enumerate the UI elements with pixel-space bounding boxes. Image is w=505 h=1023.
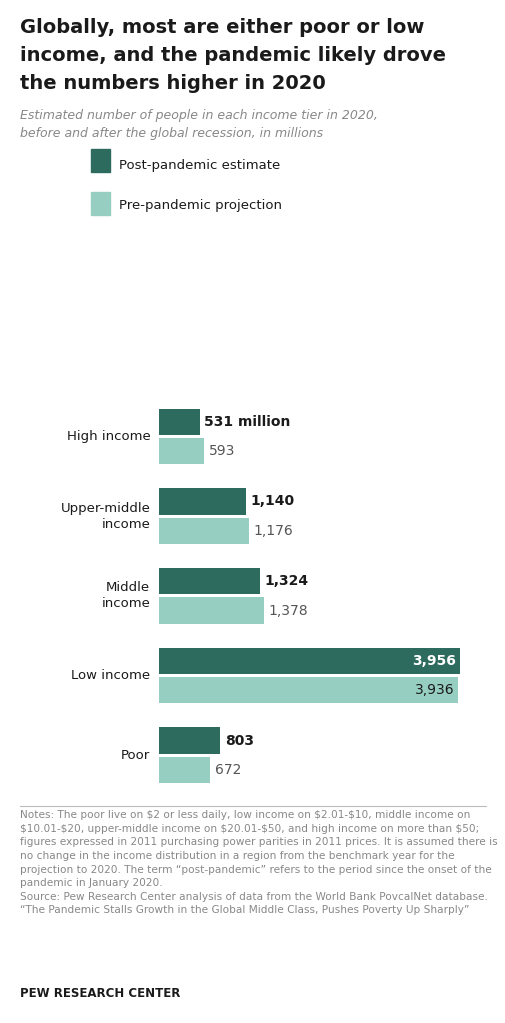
Text: Poor: Poor (121, 749, 150, 762)
Bar (159, 727, 220, 754)
Text: 531 million: 531 million (204, 414, 290, 429)
Bar (159, 597, 264, 624)
Text: Post-pandemic estimate: Post-pandemic estimate (119, 159, 280, 172)
Text: Globally, most are either poor or low: Globally, most are either poor or low (20, 18, 424, 38)
Text: 3,936: 3,936 (414, 683, 453, 698)
Bar (159, 518, 248, 544)
Text: Middle
income: Middle income (101, 581, 150, 611)
Text: 3,956: 3,956 (411, 654, 455, 668)
Text: High income: High income (66, 430, 150, 443)
Bar (159, 438, 204, 464)
Text: 1,176: 1,176 (252, 524, 292, 538)
Bar (159, 488, 245, 515)
Bar (159, 757, 210, 784)
Text: Low income: Low income (71, 669, 150, 682)
Text: income, and the pandemic likely drove: income, and the pandemic likely drove (20, 46, 445, 65)
Text: Upper-middle
income: Upper-middle income (60, 501, 150, 531)
Text: 1,140: 1,140 (250, 494, 294, 508)
Text: 1,324: 1,324 (264, 574, 308, 588)
Text: Notes: The poor live on $2 or less daily, low income on $2.01-$10, middle income: Notes: The poor live on $2 or less daily… (20, 810, 497, 916)
Bar (159, 648, 459, 674)
Text: 672: 672 (215, 763, 241, 777)
Text: Estimated number of people in each income tier in 2020,
before and after the glo: Estimated number of people in each incom… (20, 109, 377, 140)
Text: Pre-pandemic projection: Pre-pandemic projection (119, 199, 281, 213)
Text: 1,378: 1,378 (268, 604, 308, 618)
Bar (159, 677, 457, 704)
Text: 803: 803 (224, 733, 254, 748)
Bar (159, 568, 260, 594)
Bar (159, 408, 199, 435)
Text: the numbers higher in 2020: the numbers higher in 2020 (20, 74, 325, 93)
Text: 593: 593 (209, 444, 235, 458)
Text: PEW RESEARCH CENTER: PEW RESEARCH CENTER (20, 987, 180, 1000)
